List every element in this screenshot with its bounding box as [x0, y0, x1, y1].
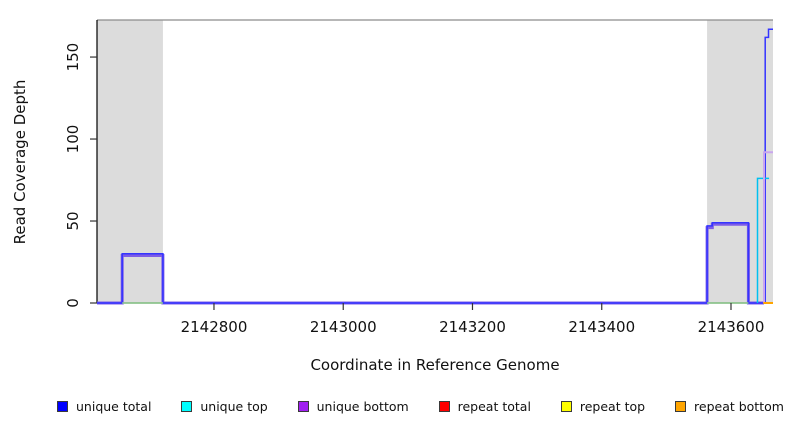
- legend-label-repeat-top: repeat top: [579, 399, 646, 414]
- coverage-series: [97, 28, 773, 305]
- legend-label-unique-top: unique top: [200, 399, 268, 414]
- legend-swatch-repeat-total: [438, 401, 450, 412]
- masked-regions: [97, 20, 773, 303]
- series-unique-bottom-far-right: [763, 151, 773, 303]
- legend: unique total unique top unique bottom repea…: [57, 399, 784, 414]
- masked-region: [97, 20, 163, 303]
- legend-item-unique-total: unique total: [57, 399, 151, 414]
- y-axis-title: Read Coverage Depth: [11, 79, 29, 245]
- coverage-plot-canvas: 2142800 2143000 2143200 2143400 2143600 0 50 10…: [64, 19, 773, 336]
- legend-item-repeat-top: repeat top: [560, 399, 646, 414]
- x-axis-title: Coordinate in Reference Genome: [310, 356, 560, 374]
- x-tick-label: 2142800: [181, 318, 248, 336]
- legend-label-repeat-total: repeat total: [457, 399, 531, 414]
- y-tick-label: 150: [64, 43, 82, 72]
- legend-swatch-unique-top: [181, 401, 193, 412]
- x-tick-label: 2143000: [310, 318, 377, 336]
- plot-frame: [96, 19, 773, 304]
- legend-swatch-repeat-bottom: [675, 401, 687, 412]
- y-tick-label: 0: [64, 298, 82, 308]
- legend-label-repeat-bottom: repeat bottom: [694, 399, 784, 414]
- series-unique-top: [756, 177, 770, 303]
- series-unique-total: [97, 28, 773, 304]
- legend-label-unique-bottom: unique bottom: [316, 399, 409, 414]
- x-tick-label: 2143400: [568, 318, 635, 336]
- y-tick-label: 50: [64, 211, 82, 230]
- legend-item-repeat-total: repeat total: [438, 399, 531, 414]
- series-unique-bottom: [97, 222, 764, 305]
- legend-swatch-unique-total: [57, 401, 68, 412]
- x-tick-label: 2143600: [698, 318, 765, 336]
- masked-region: [707, 20, 773, 303]
- legend-item-repeat-bottom: repeat bottom: [675, 399, 784, 414]
- legend-swatch-unique-bottom: [297, 401, 309, 412]
- legend-item-unique-bottom: unique bottom: [297, 399, 409, 414]
- y-tick-label: 100: [64, 125, 82, 154]
- axes: 2142800 2143000 2143200 2143400 2143600 0 50 10…: [64, 43, 764, 336]
- legend-item-unique-top: unique top: [181, 399, 268, 414]
- x-tick-label: 2143200: [439, 318, 506, 336]
- legend-label-unique-total: unique total: [76, 399, 152, 414]
- legend-swatch-repeat-top: [560, 401, 572, 412]
